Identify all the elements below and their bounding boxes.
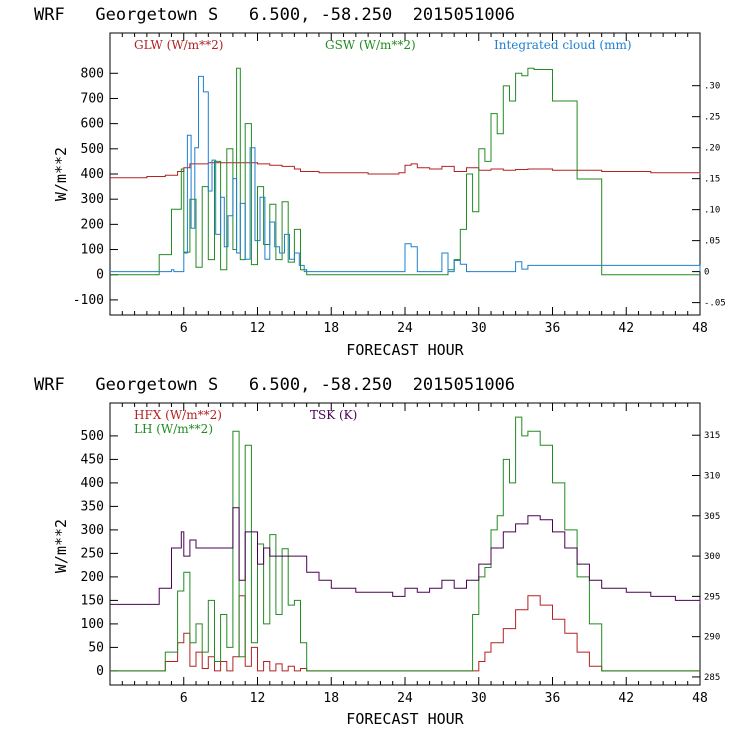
y-tick-label: 800 bbox=[81, 66, 104, 81]
y-tick-label: 500 bbox=[81, 429, 104, 444]
y-tick-label: 100 bbox=[81, 617, 104, 632]
y2-tick-label: 305 bbox=[704, 512, 720, 522]
y-tick-label: 150 bbox=[81, 593, 104, 608]
x-tick-label: 24 bbox=[397, 691, 413, 706]
x-tick-label: 6 bbox=[180, 321, 188, 336]
y2-tick-label: .20 bbox=[704, 144, 720, 154]
series-line-lh-w-m-2 bbox=[110, 416, 700, 672]
chart-top-title: WRF Georgetown S 6.500, -58.250 20150510… bbox=[34, 5, 515, 25]
y-tick-label: 100 bbox=[81, 243, 104, 258]
legend-gsw: GSW (W/m**2) bbox=[325, 38, 416, 52]
y2-tick-label: 300 bbox=[704, 552, 720, 562]
x-tick-label: 36 bbox=[545, 691, 561, 706]
x-tick-label: 30 bbox=[471, 321, 487, 336]
y-tick-label: 200 bbox=[81, 217, 104, 232]
chart-top-ylabel: W/m**2 bbox=[52, 147, 70, 201]
legend-hfx: HFX (W/m**2) bbox=[134, 408, 222, 422]
chart-bottom-xlabel: FORECAST HOUR bbox=[346, 710, 464, 728]
y-tick-label: 250 bbox=[81, 546, 104, 561]
y-tick-label: -100 bbox=[73, 293, 104, 308]
x-tick-label: 42 bbox=[618, 691, 634, 706]
chart-bottom-plot-frame bbox=[109, 402, 701, 686]
y2-tick-label: 0 bbox=[704, 268, 709, 278]
series-line-gsw-w-m-2 bbox=[110, 67, 700, 276]
y2-tick-label: .15 bbox=[704, 175, 720, 185]
x-tick-label: 12 bbox=[250, 321, 266, 336]
y-tick-label: 300 bbox=[81, 192, 104, 207]
x-tick-label: 30 bbox=[471, 691, 487, 706]
y2-tick-label: 310 bbox=[704, 472, 720, 482]
y2-tick-label: .10 bbox=[704, 206, 720, 216]
x-tick-label: 36 bbox=[545, 321, 561, 336]
series-line-tsk-k bbox=[110, 507, 701, 605]
y2-tick-label: 290 bbox=[704, 633, 720, 643]
x-tick-label: 48 bbox=[692, 691, 708, 706]
x-tick-label: 42 bbox=[618, 321, 634, 336]
legend-glw: GLW (W/m**2) bbox=[134, 38, 223, 52]
chart-bottom-ylabel: W/m**2 bbox=[52, 519, 70, 573]
chart-top-xlabel: FORECAST HOUR bbox=[346, 341, 464, 359]
y-tick-label: 400 bbox=[81, 476, 104, 491]
y-tick-label: 50 bbox=[88, 640, 104, 655]
y-tick-label: 400 bbox=[81, 167, 104, 182]
y-tick-label: 350 bbox=[81, 499, 104, 514]
y-tick-label: 0 bbox=[96, 664, 104, 679]
x-tick-label: 6 bbox=[180, 691, 188, 706]
x-tick-label: 48 bbox=[692, 321, 708, 336]
y2-tick-label: 285 bbox=[704, 673, 720, 683]
x-tick-label: 12 bbox=[250, 691, 266, 706]
y2-tick-label: -.05 bbox=[704, 299, 726, 309]
y-tick-label: 600 bbox=[81, 117, 104, 132]
y-tick-label: 450 bbox=[81, 452, 104, 467]
y2-tick-label: .30 bbox=[704, 82, 720, 92]
chart-bottom: WRF Georgetown S 6.500, -58.250 20150510… bbox=[34, 375, 720, 728]
y2-tick-label: 295 bbox=[704, 592, 720, 602]
y2-tick-label: .05 bbox=[704, 237, 720, 247]
y-tick-label: 0 bbox=[96, 268, 104, 283]
chart-top: WRF Georgetown S 6.500, -58.250 20150510… bbox=[34, 5, 726, 359]
y2-tick-label: .25 bbox=[704, 113, 720, 123]
y-tick-label: 200 bbox=[81, 570, 104, 585]
legend-lh: LH (W/m**2) bbox=[134, 422, 213, 436]
chart-top-plot-frame bbox=[109, 32, 701, 316]
series-line-integrated-cloud-mm bbox=[110, 75, 701, 273]
y-tick-label: 700 bbox=[81, 91, 104, 106]
legend-tsk: TSK (K) bbox=[310, 408, 357, 422]
chart-bottom-title: WRF Georgetown S 6.500, -58.250 20150510… bbox=[34, 375, 515, 395]
y-tick-label: 500 bbox=[81, 142, 104, 157]
series-line-hfx-w-m-2 bbox=[110, 595, 700, 672]
x-tick-label: 18 bbox=[323, 321, 339, 336]
legend-cloud: Integrated cloud (mm) bbox=[494, 38, 632, 52]
x-tick-label: 24 bbox=[397, 321, 413, 336]
y-tick-label: 300 bbox=[81, 523, 104, 538]
y2-tick-label: 315 bbox=[704, 431, 720, 441]
series-line-glw-w-m-2 bbox=[110, 162, 701, 179]
x-tick-label: 18 bbox=[323, 691, 339, 706]
